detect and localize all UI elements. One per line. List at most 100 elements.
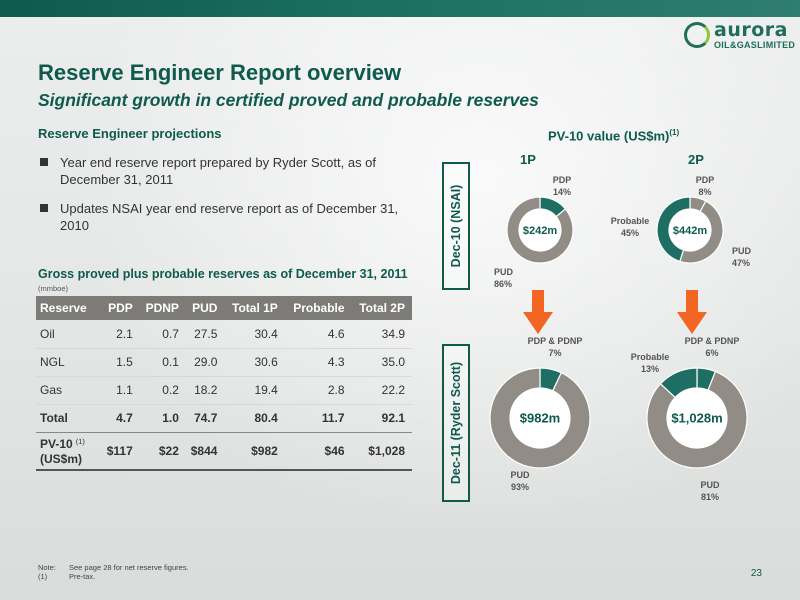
table-cell: 27.5 bbox=[185, 320, 225, 349]
table-cell: 34.9 bbox=[351, 320, 412, 349]
table-cell: 92.1 bbox=[351, 403, 412, 433]
table-unit: (mmboe) bbox=[38, 284, 69, 293]
table-cell: $1,028 bbox=[351, 432, 412, 471]
top-banner bbox=[0, 0, 800, 17]
footnote-ref: (1) bbox=[75, 437, 85, 447]
table-cell: 11.7 bbox=[284, 403, 352, 433]
footnote-text: See page 28 for net reserve figures. bbox=[69, 563, 189, 572]
table-cell: 29.0 bbox=[185, 348, 225, 377]
column-label-2p: 2P bbox=[688, 152, 704, 167]
footnote: Note: See page 28 for net reserve figures… bbox=[38, 563, 189, 572]
slice-label-name: PUD bbox=[494, 267, 514, 277]
slice-label-name: PDP & PDNP bbox=[528, 336, 583, 346]
table-cell: $982 bbox=[224, 432, 285, 471]
table-cell: 30.4 bbox=[224, 320, 285, 349]
page-subtitle: Significant growth in certified proved a… bbox=[38, 90, 539, 110]
section-heading: Reserve Engineer projections bbox=[38, 126, 222, 141]
slice-label: PUD 81% bbox=[700, 480, 720, 502]
down-arrow-icon bbox=[523, 290, 553, 334]
table-cell: $844 bbox=[185, 432, 225, 471]
logo-ring-icon bbox=[684, 22, 710, 48]
col-header: PUD bbox=[185, 296, 225, 320]
table-cell: 30.6 bbox=[224, 348, 285, 377]
footnote-text: Pre-tax. bbox=[69, 572, 96, 581]
table-row: Oil 2.1 0.7 27.5 30.4 4.6 34.9 bbox=[36, 320, 412, 349]
slice-label: PUD 86% bbox=[494, 267, 514, 289]
table-cell: Oil bbox=[36, 320, 102, 349]
logo-sub: OIL&GASLIMITED bbox=[714, 40, 796, 50]
table-cell: 4.3 bbox=[284, 348, 352, 377]
slice-label-value: 86% bbox=[494, 279, 512, 289]
bullet-square-icon bbox=[40, 204, 48, 212]
table-cell: 4.7 bbox=[102, 403, 140, 433]
donut-hole bbox=[519, 209, 561, 251]
col-header: Probable bbox=[284, 296, 352, 320]
slice-label-value: 14% bbox=[553, 187, 571, 197]
page-number: 23 bbox=[750, 568, 762, 579]
slice-label: PDP & PDNP 6% bbox=[685, 336, 740, 358]
table-cell: 0.2 bbox=[139, 376, 186, 405]
footnote-ref: (1) bbox=[669, 128, 680, 137]
bullet-text: Updates NSAI year end reserve report as … bbox=[60, 201, 399, 233]
pv-chart-title: PV-10 value (US$m)(1) bbox=[548, 128, 679, 143]
donut-center-label: $1,028m bbox=[671, 411, 722, 426]
table-row: Gas 1.1 0.2 18.2 19.4 2.8 22.2 bbox=[36, 376, 412, 405]
slice-label: PUD 93% bbox=[510, 470, 530, 492]
col-header: Total 1P bbox=[224, 296, 285, 320]
table-cell: $46 bbox=[284, 432, 352, 471]
donut-center-label: $442m bbox=[673, 225, 707, 237]
col-header: Total 2P bbox=[351, 296, 412, 320]
slice-label-name: Probable bbox=[631, 352, 670, 362]
table-cell: 35.0 bbox=[351, 348, 412, 377]
down-arrow-icon bbox=[677, 290, 707, 334]
slice-label-value: 13% bbox=[641, 364, 659, 374]
donut-chart: $442m PDP 8% PUD 47% Probable 45% bbox=[611, 175, 752, 268]
table-pv-row: PV-10 (1) (US$m) $117 $22 $844 $982 $46 $… bbox=[36, 432, 412, 471]
table-cell: 18.2 bbox=[185, 376, 225, 405]
col-header: PDNP bbox=[139, 296, 186, 320]
table-cell: 4.6 bbox=[284, 320, 352, 349]
pv-label-line2: (US$m) bbox=[40, 452, 83, 467]
slice-label-value: 7% bbox=[548, 348, 561, 358]
col-header: Reserve bbox=[36, 296, 102, 320]
slice-label-name: PDP bbox=[553, 175, 572, 185]
bullet-square-icon bbox=[40, 158, 48, 166]
slice-label: PUD 47% bbox=[732, 246, 752, 268]
slice-label: PDP & PDNP 7% bbox=[528, 336, 583, 358]
slice-label-name: Probable bbox=[611, 216, 650, 226]
table-cell: 0.7 bbox=[139, 320, 186, 349]
donut-hole bbox=[669, 209, 711, 251]
table-cell: NGL bbox=[36, 348, 102, 377]
footnote-key: (1) bbox=[38, 572, 48, 581]
table-cell: $22 bbox=[139, 432, 186, 471]
donut-slice bbox=[646, 370, 748, 469]
slice-label-name: PUD bbox=[732, 246, 752, 256]
slice-label-value: 81% bbox=[701, 492, 719, 502]
donut-chart: $242m PDP 14% PUD 86% bbox=[494, 175, 574, 289]
slice-label: Probable 45% bbox=[611, 216, 650, 238]
bullet-list: Year end reserve report prepared by Ryde… bbox=[38, 154, 410, 246]
slice-label-value: 45% bbox=[621, 228, 639, 238]
slice-label: PDP 8% bbox=[696, 175, 715, 197]
donut-center-label: $242m bbox=[523, 225, 557, 237]
bullet-item: Updates NSAI year end reserve report as … bbox=[38, 200, 410, 234]
table-cell: 80.4 bbox=[224, 403, 285, 433]
bullet-item: Year end reserve report prepared by Ryde… bbox=[38, 154, 410, 188]
slice-label-name: PUD bbox=[510, 470, 530, 480]
table-heading: Gross proved plus probable reserves as o… bbox=[38, 267, 408, 281]
table-cell: Total bbox=[36, 403, 102, 433]
slice-label-name: PUD bbox=[700, 480, 720, 490]
table-cell: 2.1 bbox=[102, 320, 140, 349]
slice-label-name: PDP bbox=[696, 175, 715, 185]
table-cell: 19.4 bbox=[224, 376, 285, 405]
slice-label-value: 6% bbox=[705, 348, 718, 358]
table-header-row: Reserve PDP PDNP PUD Total 1P Probable T… bbox=[36, 296, 412, 320]
bullet-text: Year end reserve report prepared by Ryde… bbox=[60, 155, 377, 187]
column-label-1p: 1P bbox=[520, 152, 536, 167]
footnote: (1) Pre-tax. bbox=[38, 572, 95, 581]
page-title: Reserve Engineer Report overview bbox=[38, 60, 402, 85]
slice-label-value: 93% bbox=[511, 482, 529, 492]
row-label-dec11: Dec-11 (Ryder Scott) bbox=[442, 344, 470, 502]
table-cell: 1.5 bbox=[102, 348, 140, 377]
